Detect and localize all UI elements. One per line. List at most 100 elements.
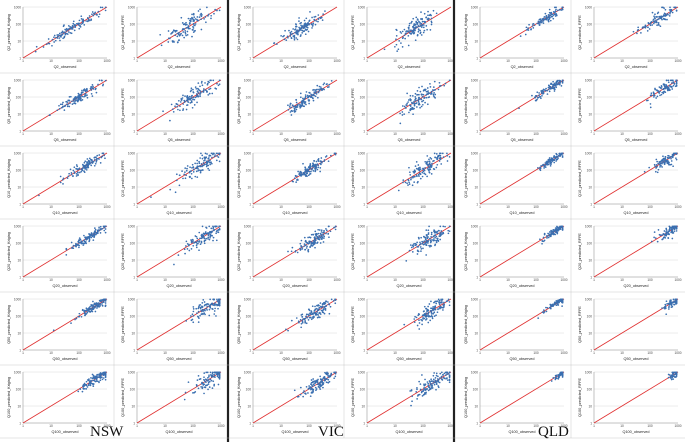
scatter-point (192, 166, 195, 169)
scatter-point (669, 85, 672, 88)
scatter-point (304, 168, 307, 171)
scatter-point (307, 170, 310, 173)
scatter-point (549, 164, 552, 167)
scatter-point (308, 166, 310, 168)
y-tick-label: 1000 (471, 152, 478, 156)
scatter-point (86, 158, 89, 160)
scatter-point (667, 81, 670, 84)
scatter-point (672, 374, 674, 377)
scatter-point (305, 322, 308, 325)
scatter-point (431, 317, 434, 320)
scatter-point (322, 303, 324, 305)
scatter-point (203, 372, 206, 374)
scatter-point (411, 20, 413, 23)
scatter-point (314, 233, 317, 235)
scatter-point (324, 309, 327, 311)
scatter-point (328, 83, 331, 86)
scatter-point (672, 154, 675, 157)
scatter-point (301, 32, 304, 34)
scatter-point (410, 99, 412, 101)
x-tick-label: 100 (190, 132, 196, 136)
y-tick-label: 10 (361, 113, 365, 117)
scatter-point (312, 22, 315, 25)
scatter-point (86, 161, 88, 163)
scatter-point (444, 225, 446, 228)
x-tick-label: 10 (279, 351, 283, 355)
scatter-point (437, 240, 440, 243)
scatter-point (660, 162, 663, 165)
scatter-point (314, 23, 317, 26)
scatter-point (303, 98, 306, 100)
scatter-point (288, 105, 291, 108)
scatter-point (433, 315, 436, 317)
scatter-point (104, 298, 107, 301)
x-tick-label: 10 (49, 205, 53, 209)
scatter-point (658, 233, 661, 236)
scatter-point (211, 92, 214, 95)
scatter-point (303, 171, 306, 174)
scatter-point (327, 225, 330, 228)
scatter-point (666, 18, 668, 21)
scatter-point (214, 8, 216, 11)
scatter-point (440, 301, 443, 304)
scatter-point (548, 8, 551, 11)
scatter-point (416, 253, 419, 255)
scatter-point (61, 179, 64, 181)
scatter-point (294, 175, 297, 178)
scatter-point (209, 378, 212, 381)
y-axis-label: Q100_predicted_Kriging (464, 377, 468, 418)
x-tick-label: 100 (533, 132, 539, 136)
scatter-point (77, 171, 79, 174)
scatter-point (295, 101, 298, 104)
x-tick-label: 100 (76, 424, 82, 428)
scatter-panel-nsw-rffe-6: 11101010010010001000Q100_observedQ100_pr… (121, 371, 225, 435)
scatter-point (415, 391, 418, 393)
scatter-point (104, 157, 106, 160)
scatter-point (194, 391, 197, 393)
scatter-point (84, 313, 87, 315)
x-tick-label: 100 (306, 132, 312, 136)
y-tick-label: 1000 (358, 371, 365, 375)
scatter-point (301, 248, 304, 250)
scatter-point (307, 314, 310, 317)
scatter-point (304, 244, 307, 247)
scatter-point (673, 300, 676, 302)
x-axis-label: Q100_observed (165, 430, 192, 434)
scatter-point (530, 28, 532, 31)
scatter-point (422, 247, 424, 250)
scatter-point (192, 240, 195, 242)
scatter-point (412, 113, 414, 116)
y-tick-label: 100 (473, 96, 479, 100)
scatter-point (660, 87, 662, 90)
scatter-point (209, 79, 212, 82)
scatter-point (185, 320, 188, 322)
scatter-point (316, 241, 319, 244)
reference-line-1to1 (136, 298, 222, 351)
scatter-point (296, 178, 299, 181)
scatter-point (104, 79, 107, 82)
scatter-point (207, 13, 210, 16)
scatter-point (93, 303, 96, 306)
y-axis-label: Q5_predicted_RFFE (578, 88, 582, 123)
x-axis-label: Q10_observed (397, 211, 422, 215)
scatter-point (437, 381, 440, 383)
scatter-point (657, 91, 660, 94)
scatter-panel-vic-kriging-2: 11101010010010001000Q5_observedQ5_predic… (237, 79, 341, 143)
y-tick-label: 100 (473, 315, 479, 319)
scatter-point (543, 233, 546, 236)
scatter-point (308, 102, 310, 105)
scatter-point (295, 32, 298, 35)
scatter-point (315, 379, 318, 382)
scatter-point (430, 21, 433, 24)
scatter-point (663, 12, 666, 15)
scatter-point (426, 103, 429, 106)
scatter-point (656, 18, 659, 21)
scatter-point (196, 159, 199, 162)
scatter-point (204, 386, 207, 389)
scatter-point (307, 96, 309, 99)
scatter-point (72, 100, 75, 102)
scatter-point (436, 163, 439, 166)
scatter-point (334, 371, 337, 374)
scatter-point (669, 228, 671, 230)
scatter-point (199, 378, 202, 380)
